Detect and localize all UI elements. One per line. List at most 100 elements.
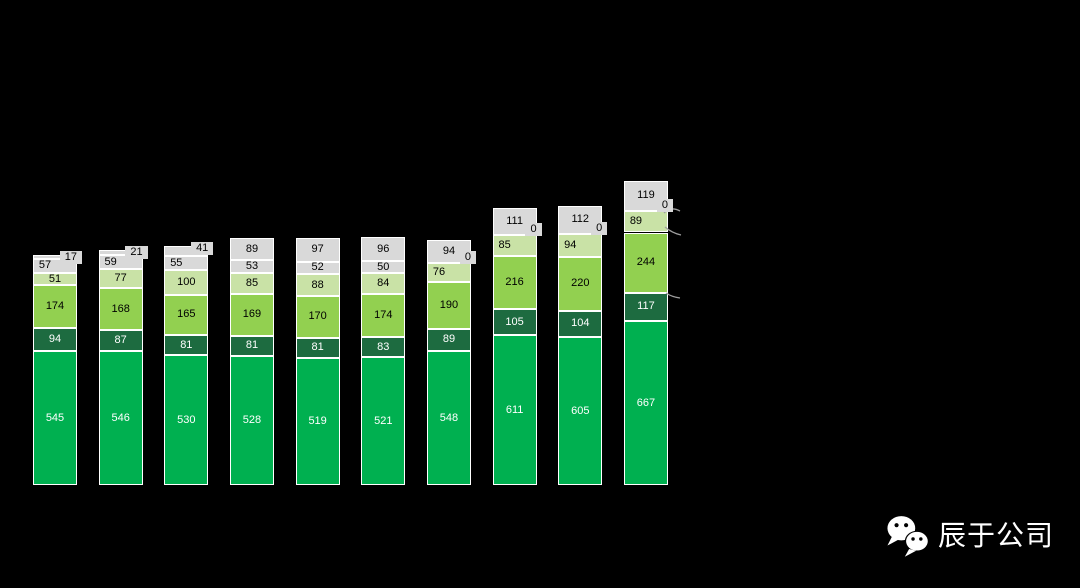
value-label: 117 [637,300,655,313]
segment-bright-green: 611 [492,335,537,486]
value-label-callout: 41 [191,242,214,256]
value-label-callout: 21 [125,245,148,259]
value-label: 548 [439,411,459,424]
value-label: 85 [498,239,511,252]
value-label: 174 [45,300,65,313]
value-label: 81 [180,338,193,351]
value-label: 84 [377,277,390,290]
value-label: 89 [629,215,643,228]
segment-bright-green: 519 [295,357,340,486]
value-label: 55 [170,256,183,269]
segment-dark-green: 81 [229,335,274,356]
segment-pale-green: 84 [361,273,406,295]
value-label: 88 [311,278,324,291]
segment-pale-green: 85 [229,273,274,294]
segment-bright-green: 546 [98,351,143,486]
value-label-callout: 0 [525,223,542,237]
value-label: 89 [245,242,259,255]
segment-mid-green: 216 [492,256,537,310]
segment-mid-green: 244 [623,232,668,293]
value-label: 100 [177,275,196,288]
value-label: 94 [48,333,62,346]
segment-mid-green: 170 [295,295,340,338]
segment-top-gray: 96 [361,237,406,262]
segment-light-gray: 55 [164,256,209,270]
value-label: 94 [564,238,577,251]
segment-dark-green: 81 [164,335,209,356]
stacked-bar: 530 81 165 100 55 41 [164,242,214,486]
value-label: 111 [506,215,523,228]
value-label: 94 [442,245,456,258]
value-label: 244 [636,256,656,269]
value-label: 50 [377,260,390,273]
value-label: 105 [505,315,524,328]
segment-bright-green: 548 [426,350,471,486]
stacked-bar: 528 81 169 85 53 89 [229,238,274,486]
value-label: 528 [242,414,262,426]
value-label: 96 [377,242,390,255]
segment-mid-green: 165 [164,294,209,336]
value-label: 87 [114,333,127,346]
segment-bright-green: 667 [623,321,668,486]
segment-pale-green: 76 [426,263,471,282]
stacked-bar: 545 94 174 51 57 17 [33,250,82,486]
value-label: 545 [45,411,65,424]
segment-dark-green: 89 [426,328,471,351]
segment-dark-green: 81 [295,337,340,358]
stacked-bar: 519 81 170 88 52 97 [295,237,340,486]
value-label: 190 [439,298,459,311]
segment-dark-green: 104 [558,311,603,337]
value-label: 170 [308,310,327,323]
segment-top-gray: 97 [295,237,340,262]
segment-light-gray: 53 [229,260,274,274]
value-label: 104 [571,317,590,330]
value-label: 611 [505,403,524,416]
segment-bright-green: 605 [558,336,603,486]
value-label: 53 [245,260,259,273]
segment-bright-green: 521 [361,357,406,486]
segment-pale-green: 100 [164,269,209,295]
value-label: 83 [377,340,390,353]
segment-light-gray: 52 [295,261,340,275]
value-label: 89 [442,333,456,346]
segment-mid-green: 220 [558,256,603,311]
segment-pale-green: 89 [623,210,668,233]
segment-mid-green: 190 [426,281,471,329]
value-label-callout: 17 [59,250,82,264]
value-label: 168 [111,302,130,315]
value-label: 76 [432,266,446,279]
value-label-callout: 0 [591,221,608,235]
segment-top-gray: 112 [558,206,603,234]
stacked-bar: 605 104 220 94 0 112 [558,206,608,486]
value-label: 174 [374,308,393,321]
value-label-callout: 0 [656,198,673,212]
stacked-bar: 521 83 174 84 50 96 [361,237,406,486]
segment-dark-green: 83 [361,336,406,358]
segment-pale-green: 88 [295,274,340,296]
segment-pale-green: 51 [33,272,77,286]
segment-dark-green: 105 [492,309,537,336]
brand-name: 辰于公司 [938,520,1055,551]
value-label: 530 [177,413,196,426]
value-label: 51 [48,272,62,285]
value-label: 85 [245,277,259,290]
wechat-icon [887,516,930,557]
value-label-callout: 0 [459,251,476,265]
value-label: 52 [311,261,324,274]
value-label: 605 [571,404,590,417]
segment-mid-green: 174 [361,294,406,337]
value-label: 112 [571,213,590,226]
value-label: 521 [374,414,393,427]
segment-mid-green: 174 [33,285,77,329]
value-label: 169 [242,308,262,321]
stacked-bar: 548 89 190 76 0 94 [426,240,476,486]
value-label: 220 [571,277,590,290]
stacked-bar: 611 105 216 85 0 111 [492,207,542,486]
segment-dark-green: 87 [98,329,143,352]
value-label: 57 [38,259,52,272]
segment-light-gray: 50 [361,260,406,274]
segment-top-gray: 89 [229,238,274,261]
stacked-bar: 546 87 168 77 59 21 [98,245,148,486]
value-label: 81 [311,341,324,354]
